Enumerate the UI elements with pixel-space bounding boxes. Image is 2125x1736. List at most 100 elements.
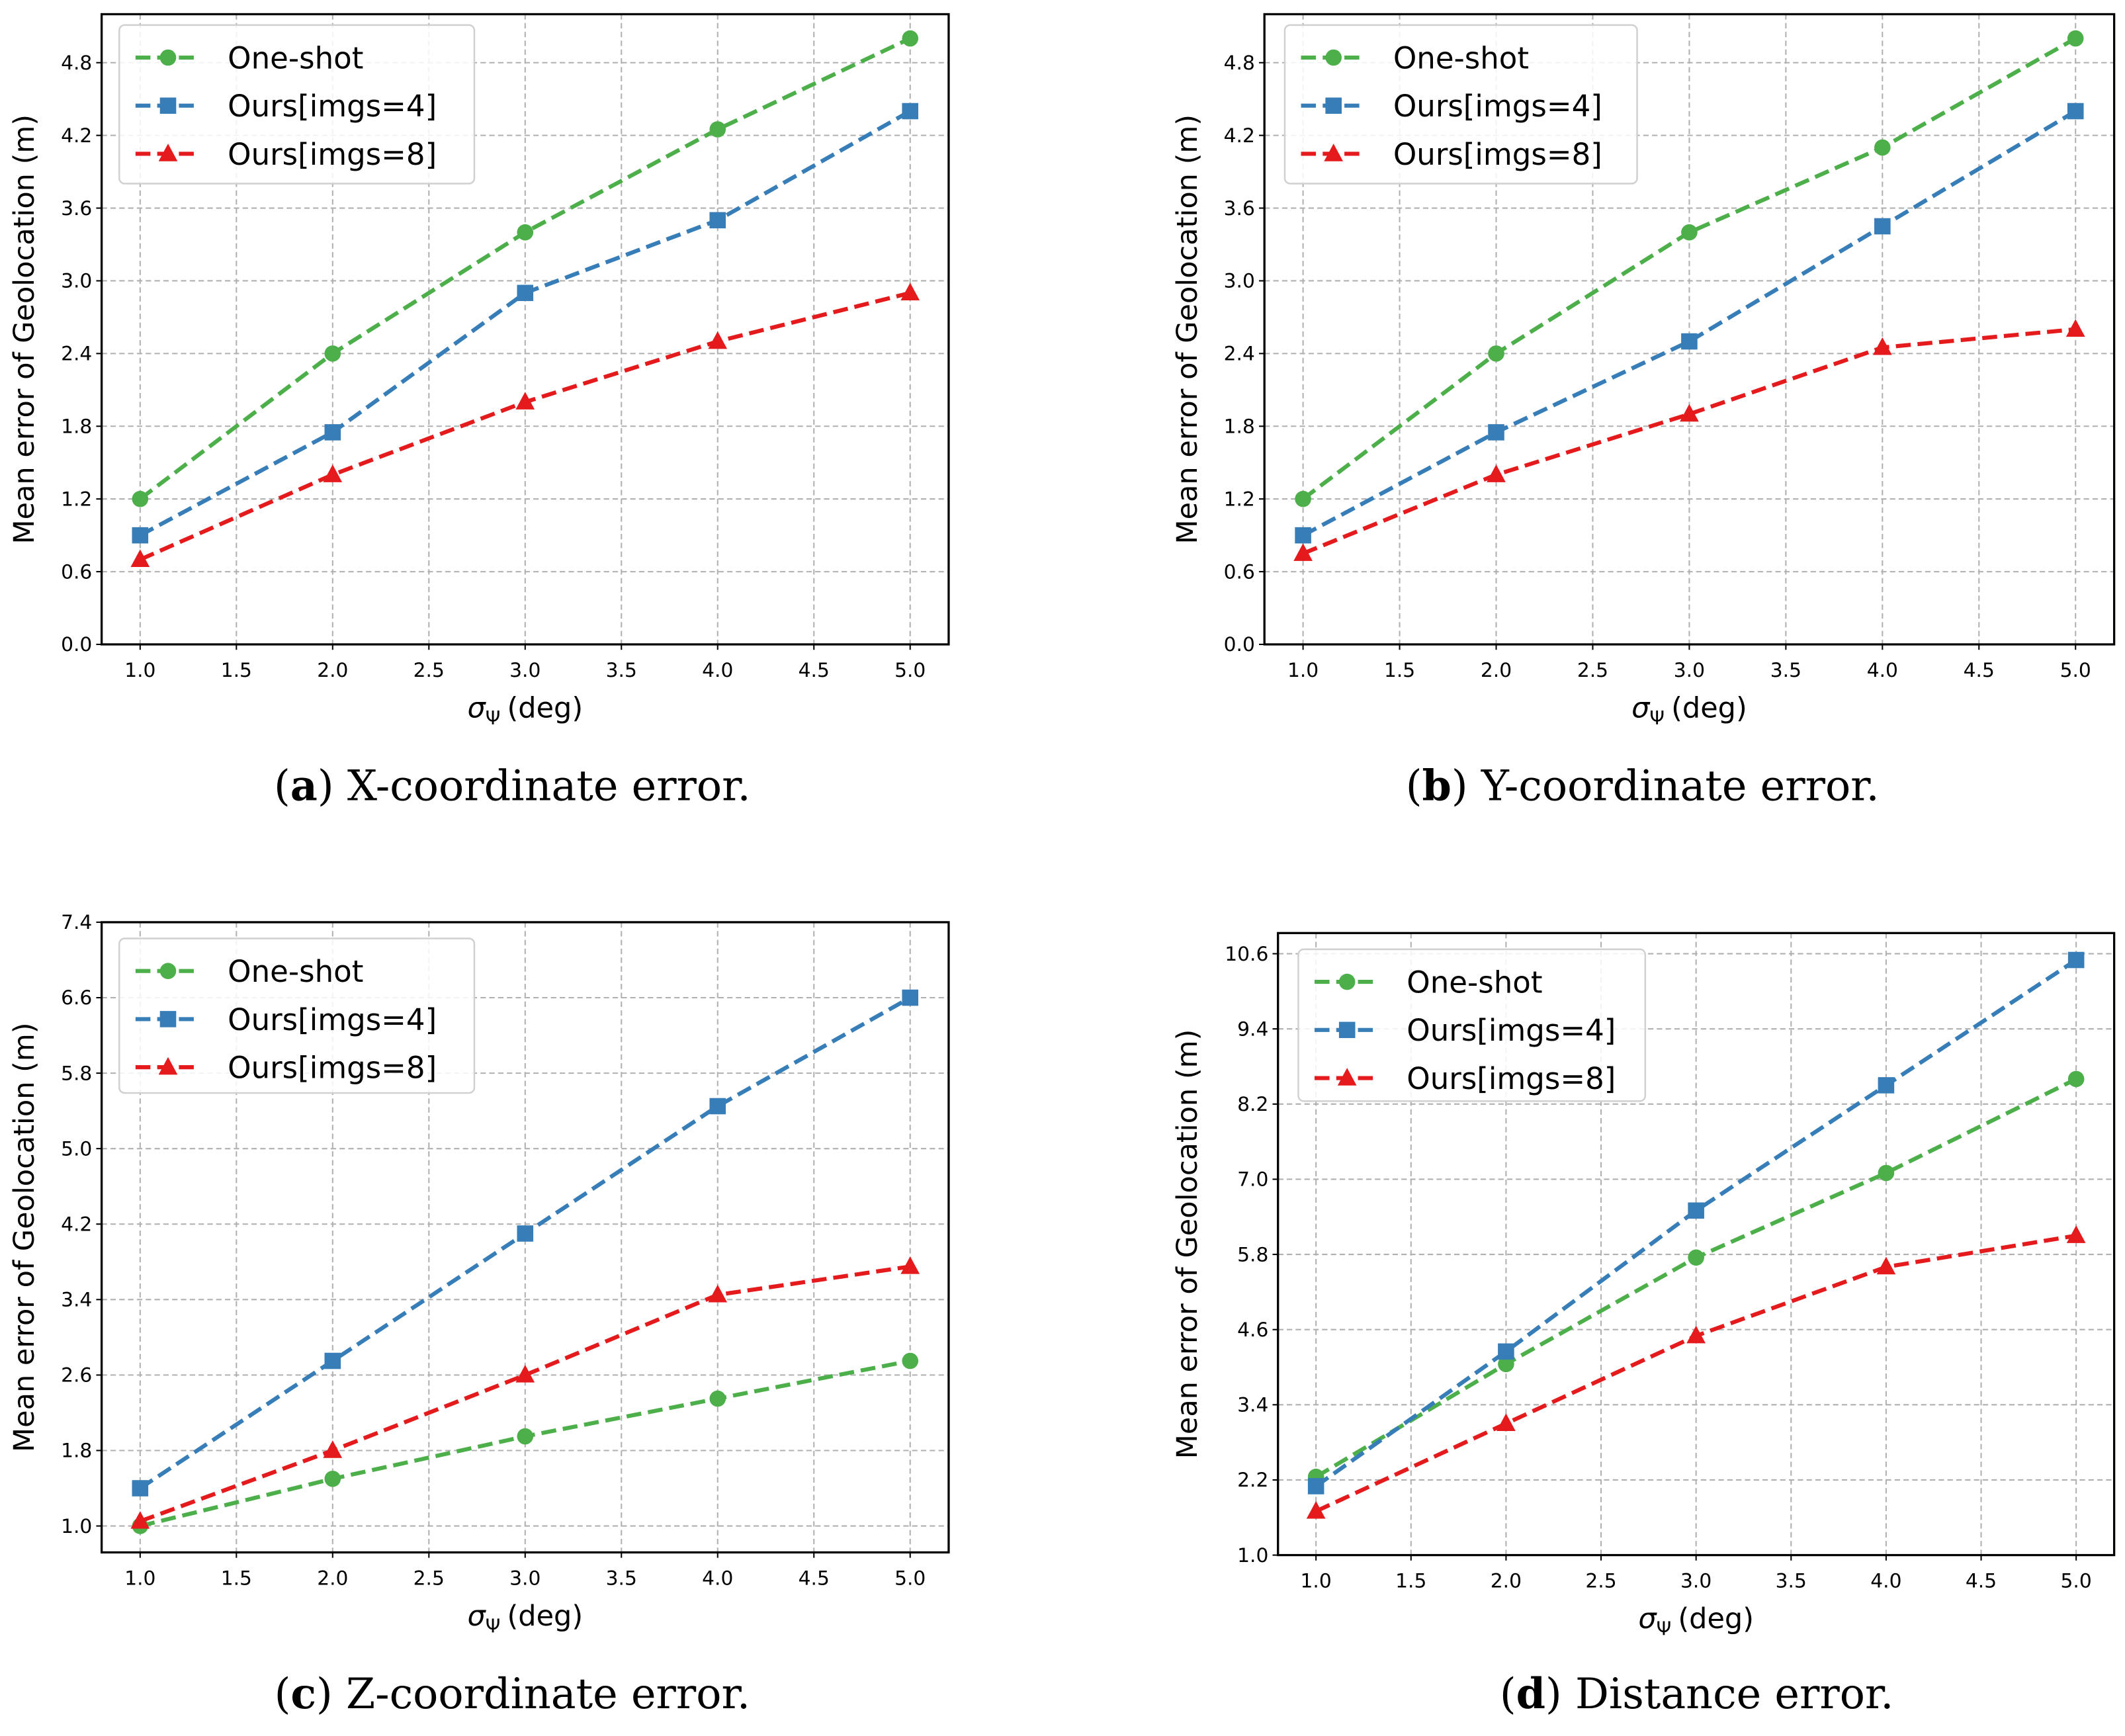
caption-paren: ( (275, 1669, 291, 1718)
data-point (900, 282, 920, 301)
data-point (1878, 1164, 1895, 1182)
legend-label: Ours[imgs=4] (228, 89, 437, 124)
series-Ours[imgs=8] (1293, 319, 2085, 561)
legend-box (118, 24, 476, 185)
data-point (1878, 1077, 1895, 1094)
y-tick-label: 3.6 (1224, 197, 1255, 220)
legend-label: One-shot (1393, 40, 1529, 75)
series-One-shot (1295, 30, 2084, 507)
x-tick-label: 1.0 (1301, 1570, 1332, 1593)
y-tick-label: 2.4 (1224, 343, 1255, 366)
legend-label: Ours[imgs=8] (1393, 137, 1602, 172)
legend-marker-square-icon (1338, 1021, 1356, 1039)
data-point (1498, 1343, 1514, 1360)
series-Ours[imgs=4] (132, 103, 919, 544)
legend-marker-square-icon (1325, 97, 1342, 114)
data-point (132, 1480, 149, 1497)
data-point (708, 1284, 728, 1303)
figure-caption: (c) Z-coordinate error. (275, 1669, 750, 1718)
x-tick-label: 1.5 (1395, 1570, 1426, 1593)
y-tick-label: 1.2 (1224, 488, 1255, 511)
caption-text: Distance error. (1575, 1669, 1894, 1718)
data-point (2067, 30, 2084, 47)
y-tick-label: 4.2 (61, 124, 92, 148)
x-tick-label: 3.0 (509, 1567, 541, 1590)
y-tick-label: 3.4 (61, 1289, 92, 1312)
data-point (1488, 345, 1504, 362)
data-point (323, 1440, 343, 1458)
data-point (130, 549, 150, 568)
y-tick-label: 7.4 (61, 911, 92, 934)
legend: One-shot Ours[imgs=4] Ours[imgs=8] (118, 24, 476, 185)
x-tick-label: 3.5 (1770, 659, 1801, 682)
series-line (1302, 327, 2076, 556)
y-tick-label: 2.6 (61, 1364, 92, 1387)
y-tick-label: 10.6 (1225, 943, 1268, 966)
caption-text: Y-coordinate error. (1481, 761, 1880, 810)
chart-panel-d: 1.0 1.5 2.0 2.5 3.0 3.5 4.0 4.5 5.0 1.0 2.2 3.4 4.6 5… (1171, 932, 2116, 1718)
y-tick-label: 0.0 (61, 633, 92, 656)
y-axis-label: Mean error of Geolocation (m) (1171, 1029, 1204, 1459)
y-tick-label: 3.0 (1224, 270, 1255, 293)
x-label-unit: (deg) (1678, 1602, 1754, 1635)
axes-frame (1263, 13, 2116, 646)
data-point (517, 224, 534, 241)
legend-marker-triangle-icon (158, 1057, 178, 1075)
data-point (709, 1098, 726, 1115)
x-tick-label: 1.0 (124, 1567, 155, 1590)
axes-frame (1277, 932, 2116, 1557)
data-point (1681, 333, 1698, 350)
legend-label: Ours[imgs=8] (228, 137, 437, 172)
x-tick-label: 5.0 (894, 1567, 926, 1590)
data-point (1306, 1500, 1326, 1519)
data-point (515, 1365, 535, 1383)
data-point (515, 392, 535, 410)
x-label-symbol: σ (467, 1600, 486, 1633)
caption-letter: d (1516, 1669, 1545, 1718)
x-axis-label: σΨ (deg) (467, 1600, 583, 1637)
data-point (517, 284, 534, 302)
chart-panel-a: 1.0 1.5 2.0 2.5 3.0 3.5 4.0 4.5 5.0 0.0 0.6 1.2 1.8 2… (8, 13, 950, 810)
y-axis-label: Mean error of Geolocation (m) (8, 114, 41, 544)
x-label-unit: (deg) (507, 1600, 584, 1633)
data-point (1488, 424, 1504, 441)
caption-paren: ( (1500, 1669, 1516, 1718)
legend-label: One-shot (228, 40, 363, 75)
x-axis-label: σΨ (deg) (467, 692, 583, 729)
x-tick-label: 3.0 (1680, 1570, 1712, 1593)
y-tick-label: 3.0 (61, 270, 92, 293)
y-tick-label: 4.6 (1237, 1319, 1268, 1342)
y-tick-label: 2.2 (1237, 1469, 1268, 1492)
y-tick-label: 0.0 (1224, 633, 1255, 656)
figure-caption: (b) Y-coordinate error. (1406, 761, 1880, 810)
y-tick-label: 5.0 (61, 1137, 92, 1160)
data-point (709, 121, 726, 138)
y-tick-label: 1.8 (61, 415, 92, 439)
x-tick-label: 4.0 (1867, 659, 1898, 682)
x-tick-label: 4.5 (1966, 1570, 1997, 1593)
x-tick-label: 1.0 (124, 659, 155, 682)
data-point (1295, 490, 1311, 507)
y-tick-label: 7.0 (1237, 1168, 1268, 1192)
y-tick-label: 1.8 (61, 1440, 92, 1463)
legend-label: Ours[imgs=4] (1393, 89, 1602, 124)
axes-frame (100, 921, 950, 1554)
x-tick-label: 2.0 (1491, 1570, 1522, 1593)
legend-marker-square-icon (159, 1011, 177, 1027)
series-One-shot (132, 30, 919, 507)
data-point (517, 1428, 534, 1445)
y-tick-label: 4.2 (1224, 124, 1255, 148)
x-label-unit: (deg) (1671, 692, 1747, 725)
legend-box (1297, 948, 1647, 1102)
legend-label: Ours[imgs=4] (228, 1002, 437, 1037)
data-point (1295, 527, 1311, 544)
x-tick-label: 4.5 (799, 659, 830, 682)
x-tick-label: 4.5 (1964, 659, 1995, 682)
legend-marker-square-icon (159, 97, 177, 114)
legend: One-shot Ours[imgs=4] Ours[imgs=8] (118, 937, 476, 1094)
y-tick-label: 5.8 (61, 1062, 92, 1085)
figure-caption: (a) X-coordinate error. (274, 761, 751, 810)
y-tick-label: 3.4 (1237, 1394, 1268, 1417)
x-label-subscript: Ψ (1649, 707, 1665, 729)
legend-box (1283, 24, 1638, 185)
